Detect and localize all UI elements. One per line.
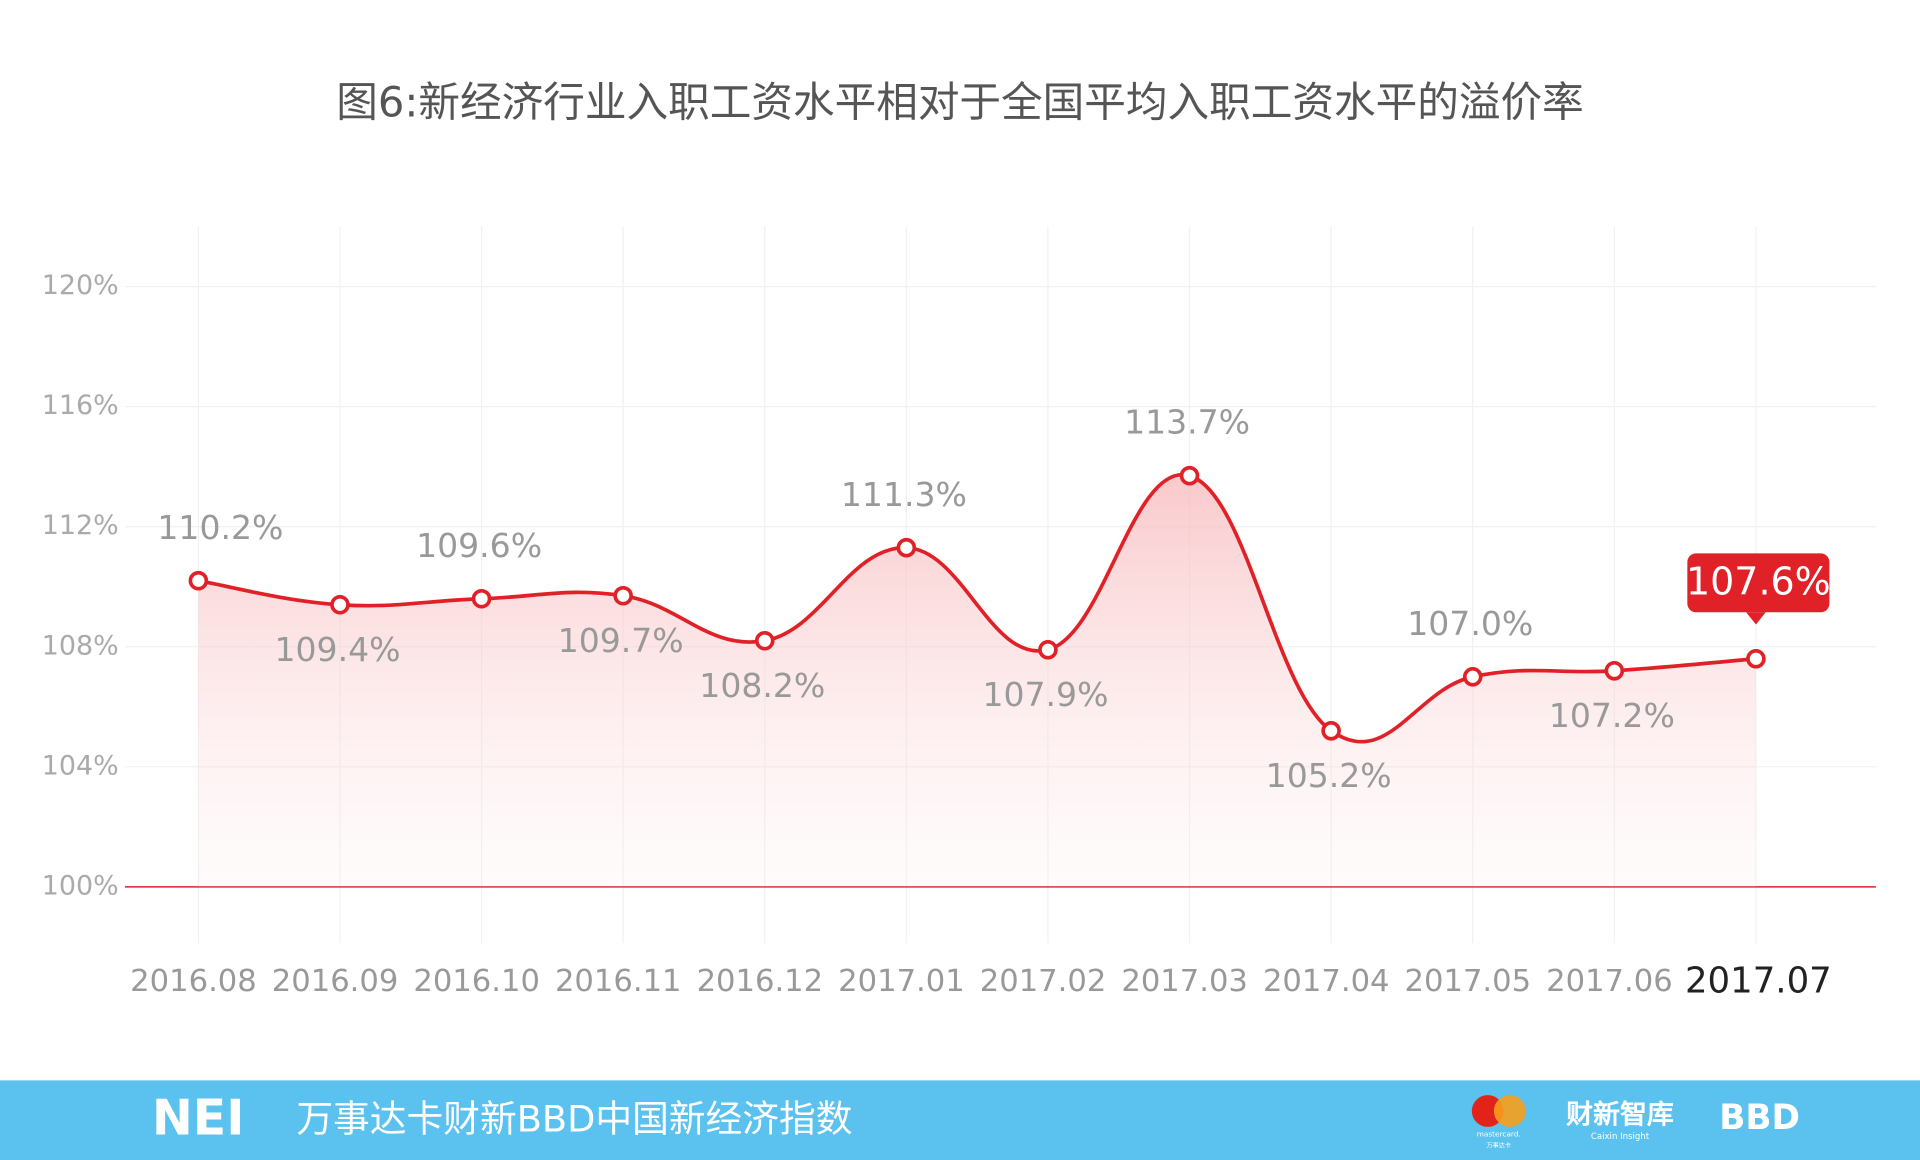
footer-name: 万事达卡财新BBD中国新经济指数 [296, 1097, 852, 1140]
caixin-en: Caixin Insight [1591, 1132, 1650, 1142]
point [188, 570, 209, 591]
x-tick-label: 2017.02 [980, 964, 1107, 999]
point [754, 630, 775, 651]
mastercard-text: mastercard. [1477, 1129, 1521, 1138]
data-label: 105.2% [1266, 756, 1392, 795]
x-tick-label: 2016.12 [697, 964, 824, 999]
data-label: 109.7% [558, 621, 684, 660]
footer-band [0, 1080, 1920, 1160]
data-label: 107.6% [1686, 560, 1831, 604]
x-tick-label: 2017.04 [1263, 964, 1390, 999]
mastercard-cn: 万事达卡 [1487, 1141, 1511, 1149]
data-label: 107.9% [982, 675, 1108, 714]
mastercard-logo [1493, 1095, 1526, 1127]
data-label: 110.2% [157, 508, 283, 547]
point [330, 594, 350, 615]
bbd-logo: BBD [1719, 1098, 1800, 1138]
point [1321, 720, 1341, 741]
highlight-pointer [1746, 612, 1766, 625]
data-label: 109.6% [416, 526, 542, 565]
y-tick-label: 120% [42, 270, 119, 301]
point [613, 585, 633, 606]
point [1038, 639, 1058, 660]
x-tick-label: 2017.03 [1121, 964, 1248, 999]
x-tick-label: 2016.08 [130, 964, 257, 999]
x-tick-label: 2017.07 [1685, 960, 1832, 1001]
x-tick-label: 2017.06 [1546, 964, 1673, 999]
highlight-box [1687, 553, 1830, 613]
x-tick-label: 2016.11 [555, 964, 682, 999]
y-tick-label: 112% [42, 510, 119, 541]
data-label: 109.4% [275, 630, 401, 669]
y-tick-label: 100% [42, 870, 119, 901]
x-tick-label: 2017.01 [838, 964, 965, 999]
data-label: 111.3% [841, 475, 967, 514]
footer-brand: NEI [152, 1089, 245, 1146]
point [1746, 648, 1766, 669]
data-label: 113.7% [1124, 403, 1250, 442]
area [198, 474, 1756, 887]
y-tick-label: 108% [42, 630, 119, 661]
point [896, 537, 917, 558]
data-label: 107.0% [1407, 604, 1533, 643]
y-tick-label: 116% [42, 390, 119, 421]
caixin-logo: 财新智库 [1566, 1098, 1674, 1130]
data-label: 107.2% [1549, 696, 1675, 735]
x-tick-label: 2017.05 [1405, 964, 1532, 999]
x-tick-label: 2016.10 [413, 964, 540, 999]
point [1604, 660, 1625, 681]
point [1179, 465, 1200, 486]
mastercard-logo [1471, 1095, 1504, 1127]
x-tick-label: 2016.09 [272, 964, 399, 999]
point [1462, 666, 1483, 687]
y-tick-label: 104% [42, 750, 119, 781]
point [471, 588, 492, 609]
chart-title: 图6:新经济行业入职工资水平相对于全国平均入职工资水平的溢价率 [336, 77, 1583, 126]
plot-area: 100% 104% 108% 112% 116% 120% 110.2% 109.4% 109.… [42, 226, 1876, 1001]
data-label: 108.2% [699, 666, 825, 705]
